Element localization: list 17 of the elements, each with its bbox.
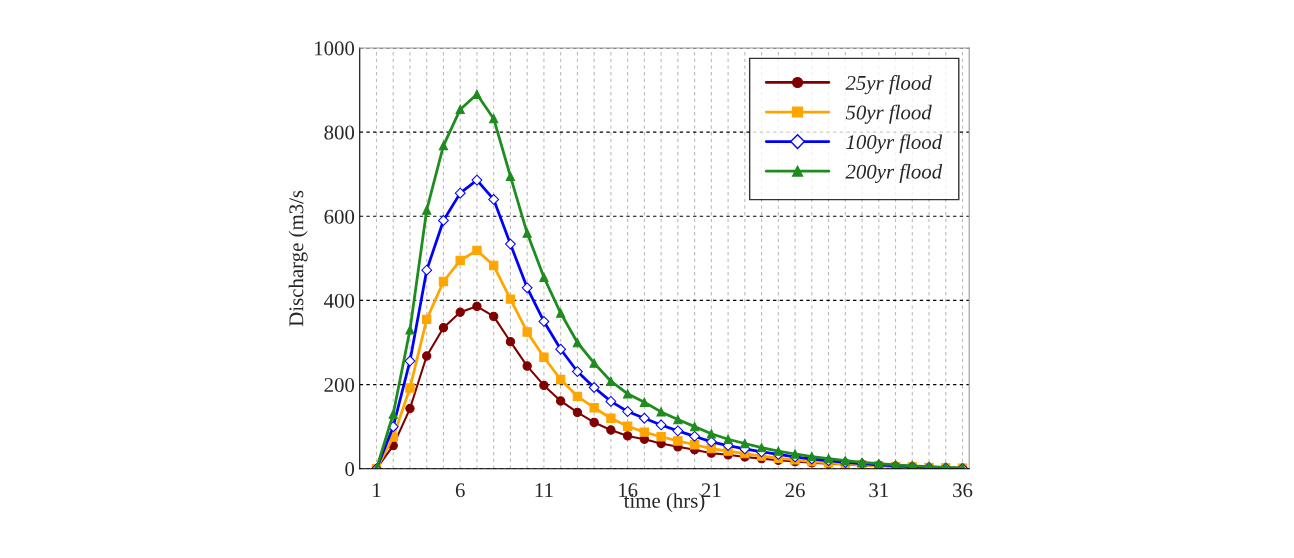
x-tick-label: 11: [535, 483, 553, 498]
legend-label: 200yr flood: [845, 163, 943, 183]
legend-label: 100yr flood: [846, 134, 943, 154]
y-tick-label: 1000: [315, 41, 355, 56]
y-tick-label: 400: [324, 293, 355, 308]
x-tick-label: 36: [953, 483, 973, 498]
y-tick-label: 200: [324, 377, 355, 393]
x-tick-label: 6: [455, 483, 465, 498]
y-tick-label: 0: [345, 462, 355, 477]
legend-label: 25yr flood: [845, 75, 932, 95]
x-tick-label: 26: [785, 483, 805, 498]
y-axis-title: Discharge (m3/s: [288, 190, 308, 327]
y-tick-label: 600: [324, 209, 355, 224]
legend-label: 50yr flood: [845, 104, 932, 124]
x-tick-label: 31: [869, 483, 888, 498]
y-tick-label: 800: [324, 125, 355, 140]
x-tick-label: 1: [373, 483, 381, 498]
